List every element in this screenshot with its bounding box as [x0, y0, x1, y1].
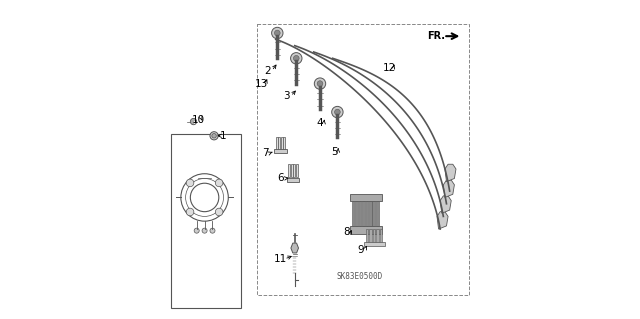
- Polygon shape: [437, 212, 448, 229]
- Polygon shape: [444, 180, 454, 197]
- Bar: [369, 229, 372, 243]
- Polygon shape: [291, 243, 298, 253]
- Bar: [373, 229, 375, 243]
- Bar: [281, 137, 283, 150]
- Text: 3: 3: [284, 91, 290, 101]
- Bar: [350, 226, 381, 234]
- Bar: [350, 194, 381, 201]
- Circle shape: [335, 109, 340, 115]
- Text: 2: 2: [264, 66, 271, 76]
- Circle shape: [186, 179, 194, 187]
- Text: 13: 13: [255, 78, 268, 89]
- Bar: [284, 137, 285, 150]
- Bar: [296, 164, 298, 177]
- Bar: [355, 201, 358, 226]
- Circle shape: [212, 134, 216, 138]
- Text: 8: 8: [344, 227, 350, 237]
- Text: FR.: FR.: [427, 31, 445, 41]
- Text: 10: 10: [192, 115, 205, 125]
- Circle shape: [275, 30, 280, 36]
- Text: 5: 5: [331, 147, 337, 157]
- Circle shape: [271, 27, 283, 39]
- Text: 12: 12: [383, 63, 396, 73]
- Bar: [274, 149, 287, 153]
- Polygon shape: [445, 164, 456, 182]
- Bar: [369, 201, 372, 226]
- Text: 7: 7: [262, 148, 269, 158]
- Bar: [358, 201, 361, 226]
- Text: 4: 4: [317, 118, 323, 128]
- Bar: [376, 201, 378, 226]
- Circle shape: [293, 56, 299, 61]
- Circle shape: [215, 208, 223, 216]
- Bar: [362, 201, 365, 226]
- Text: SK83E0500D: SK83E0500D: [337, 272, 383, 281]
- Circle shape: [291, 53, 302, 64]
- Circle shape: [215, 179, 223, 187]
- Text: 11: 11: [274, 254, 287, 264]
- Bar: [364, 242, 385, 247]
- Circle shape: [210, 228, 215, 233]
- Circle shape: [194, 228, 199, 233]
- Bar: [380, 229, 382, 243]
- Bar: [366, 229, 369, 243]
- Text: 6: 6: [277, 174, 284, 183]
- Polygon shape: [440, 196, 451, 213]
- Bar: [287, 178, 300, 182]
- Bar: [365, 201, 368, 226]
- Bar: [276, 137, 278, 150]
- Circle shape: [314, 78, 326, 89]
- Circle shape: [332, 106, 343, 118]
- Circle shape: [210, 132, 218, 140]
- Bar: [376, 229, 379, 243]
- Circle shape: [202, 228, 207, 233]
- Bar: [278, 137, 280, 150]
- Bar: [291, 164, 293, 177]
- Bar: [293, 164, 295, 177]
- Circle shape: [317, 81, 323, 86]
- Bar: [351, 201, 354, 226]
- Bar: [372, 201, 375, 226]
- Text: 1: 1: [220, 131, 227, 141]
- Bar: [289, 164, 291, 177]
- Circle shape: [190, 118, 196, 125]
- Text: 9: 9: [358, 245, 364, 255]
- Circle shape: [186, 208, 194, 216]
